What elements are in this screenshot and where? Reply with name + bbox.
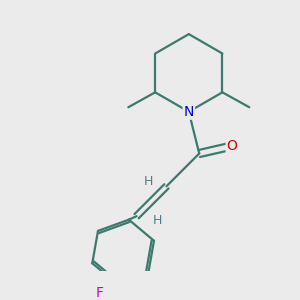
Text: O: O: [226, 139, 238, 153]
Text: H: H: [144, 176, 153, 188]
Text: F: F: [95, 286, 104, 300]
Text: N: N: [184, 105, 194, 119]
Text: H: H: [153, 214, 162, 227]
